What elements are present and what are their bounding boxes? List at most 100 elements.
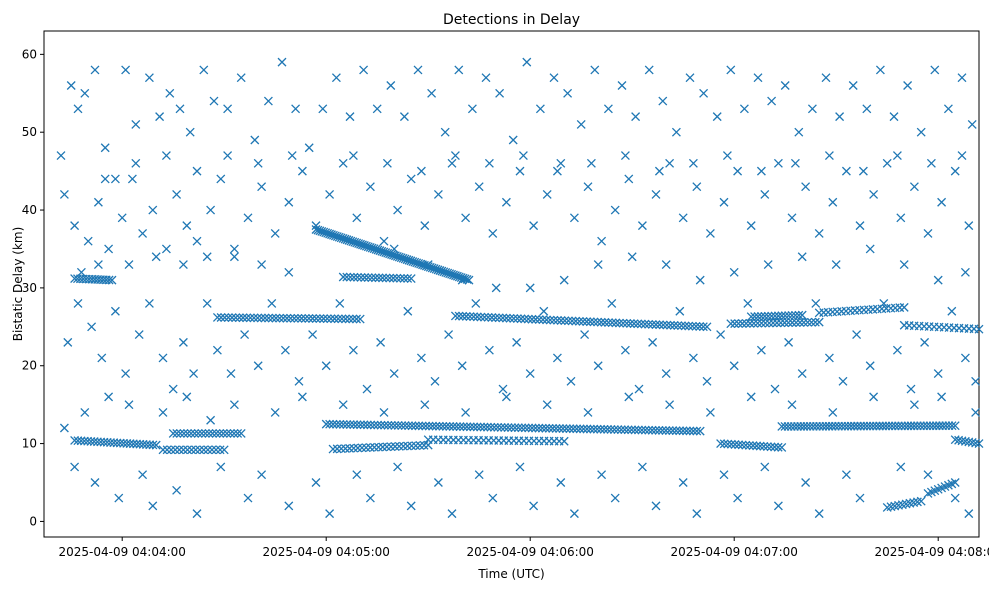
data-point-track-25km-late-a-20: [803, 317, 813, 327]
data-point-track-9km-mid-6: [353, 443, 363, 453]
data-point-track-12km-late-49: [931, 421, 941, 431]
data-point-track-12km-long-77: [585, 424, 595, 434]
data-point-track-12km-long-4: [335, 419, 345, 429]
data-point-scatter-184: [607, 299, 617, 308]
data-point-scatter-158: [253, 361, 263, 371]
data-point-scatter-144: [87, 322, 97, 332]
data-point-scatter-136: [896, 213, 906, 223]
data-point-track-11km-early-18: [233, 429, 243, 438]
data-point-scatter-204: [879, 299, 889, 308]
data-point-track-25km-late-a-19: [799, 317, 809, 327]
data-point-track-10km-late-16: [773, 442, 783, 452]
data-point-track-12km-late-18: [834, 421, 844, 431]
data-point-track-27km-late-19: [899, 302, 909, 312]
data-point-track-12km-long-64: [541, 423, 551, 433]
data-point-scatter-276: [909, 400, 919, 410]
data-point-scatter-56: [767, 96, 777, 106]
data-point-scatter-230: [270, 407, 280, 417]
data-point-track-12km-late-10: [808, 421, 818, 431]
data-point-track-31km-mid-13: [385, 273, 395, 283]
data-point-track-12km-late-51: [938, 421, 948, 431]
data-point-track-31km-mid-4: [353, 272, 362, 282]
data-point-track-26km-b-5: [469, 312, 479, 322]
data-point-scatter-185: [620, 345, 630, 355]
data-point-scatter-281: [971, 407, 981, 417]
data-point-track-10km-late-7: [741, 440, 751, 450]
data-point-scatter-322: [552, 166, 562, 176]
data-point-scatter-147: [121, 369, 131, 378]
data-point-track-9km-mid-13: [382, 442, 392, 452]
data-point-track-31km-mid-5: [356, 272, 366, 282]
data-point-track-9km-mid-4: [345, 443, 355, 453]
data-point-scatter-111: [556, 158, 566, 168]
data-point-scatter-207: [920, 337, 930, 347]
data-point-scatter-71: [967, 119, 977, 129]
data-point-scatter-324: [620, 151, 630, 161]
data-point-track-12km-late-42: [909, 421, 919, 431]
data-point-track-9km-early-3: [170, 445, 180, 455]
data-point-scatter-19: [263, 96, 273, 106]
data-point-scatter-181: [566, 376, 576, 386]
data-point-track-12km-long-32: [431, 421, 441, 431]
data-point-scatter-196: [770, 384, 780, 394]
data-point-track-12km-long-107: [688, 426, 698, 436]
data-point-scatter-303: [797, 252, 807, 262]
data-point-scatter-104: [461, 213, 471, 223]
data-point-scatter-247: [501, 392, 511, 402]
data-point-track-26km-a-22: [293, 313, 303, 323]
data-point-track-26km-b-23: [534, 315, 544, 325]
data-point-scatter-74: [83, 236, 93, 246]
data-point-track-12km-long-39: [455, 422, 465, 432]
data-point-scatter-28: [386, 81, 396, 90]
data-point-track-9km-early-5: [178, 445, 188, 455]
data-point-scatter-245: [474, 470, 484, 480]
data-point-scatter-2: [73, 104, 83, 114]
data-point-scatter-73: [70, 221, 80, 231]
data-point-scatter-161: [294, 376, 304, 386]
data-point-track-12km-late-0: [777, 421, 787, 431]
data-point-track-12km-late-38: [897, 421, 907, 431]
data-point-scatter-78: [127, 174, 137, 184]
data-point-scatter-235: [338, 400, 348, 410]
data-point-track-12km-long-10: [356, 420, 365, 430]
data-point-track-12km-long-88: [623, 425, 633, 435]
data-point-scatter-124: [733, 166, 743, 176]
data-point-track-12km-long-24: [404, 421, 414, 431]
data-point-scatter-275: [896, 462, 906, 472]
data-point-track-4km-late-8: [950, 478, 960, 487]
data-point-track-9km-early-1: [162, 445, 172, 455]
data-point-track-26km-b-36: [582, 317, 592, 327]
data-point-track-12km-long-14: [369, 420, 379, 430]
data-point-track-10km-late-8: [744, 440, 754, 450]
data-point-track-11km-early-7: [193, 429, 203, 438]
data-point-scatter-254: [597, 470, 607, 480]
data-point-track-26km-b-48: [625, 319, 635, 328]
data-point-track-26km-a-16: [271, 313, 281, 323]
data-point-track-31km-mid-0: [338, 272, 348, 282]
data-point-track-10km-end-6: [971, 438, 981, 448]
data-point-track-9km-early-8: [191, 445, 201, 455]
data-point-track-26km-late-11: [784, 311, 794, 321]
data-point-track-26km-b-65: [687, 321, 697, 331]
data-point-track-12km-late-32: [878, 421, 888, 431]
data-point-track-9km-mid-22: [419, 440, 429, 450]
data-point-scatter-174: [471, 299, 481, 308]
data-point-scatter-51: [699, 88, 709, 98]
data-point-track-26km-late-10: [780, 311, 790, 321]
data-point-scatter-182: [580, 330, 590, 340]
y-axis: 0 10 20 30 40 50 60: [22, 47, 44, 528]
data-point-scatter-265: [746, 392, 756, 402]
data-point-scatter-285: [151, 252, 161, 262]
data-point-track-12km-long-23: [400, 421, 410, 431]
data-point-scatter-193: [729, 361, 739, 371]
data-point-track-12km-long-68: [555, 424, 564, 433]
data-point-scatter-167: [376, 337, 386, 347]
data-point-track-26km-b-0: [450, 311, 460, 321]
data-point-track-9km-mid-9: [365, 443, 375, 452]
data-point-scatter-151: [168, 384, 178, 394]
data-point-scatter-94: [325, 190, 335, 199]
data-point-track-12km-long-102: [671, 426, 681, 436]
data-point-track-12km-late-47: [925, 421, 935, 431]
data-point-scatter-213: [70, 462, 80, 472]
data-point-scatter-92: [297, 166, 307, 176]
